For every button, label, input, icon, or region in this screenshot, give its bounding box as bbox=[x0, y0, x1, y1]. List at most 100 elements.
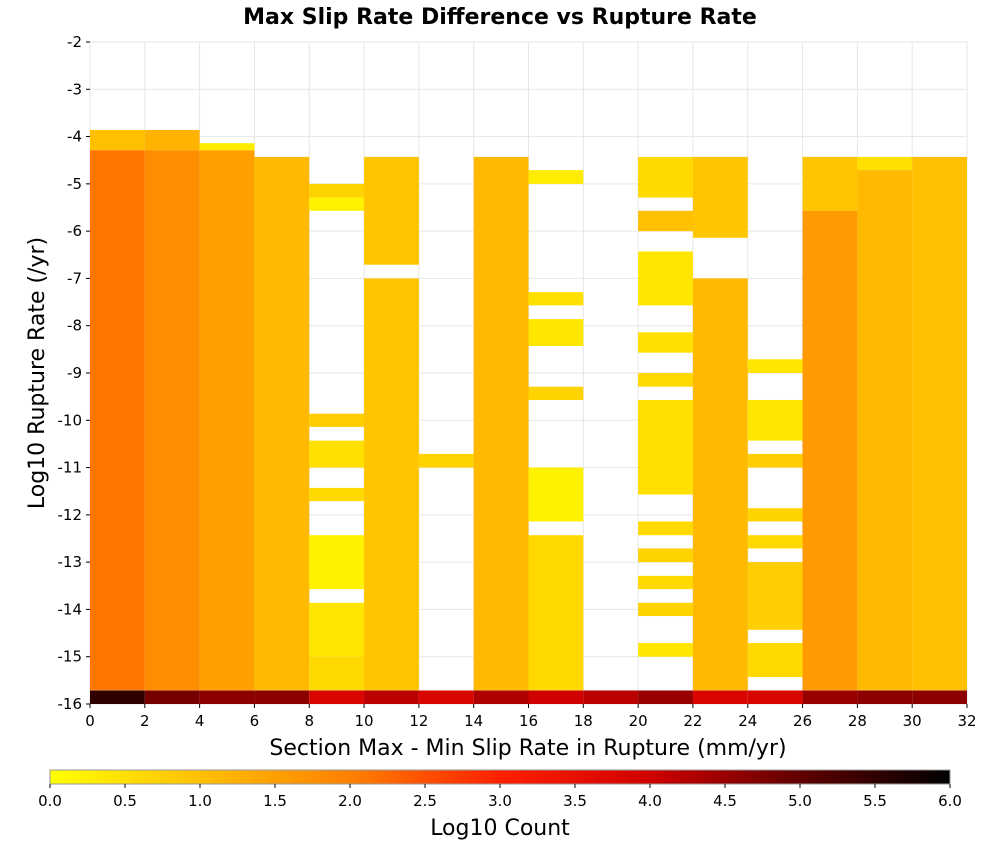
colorbar-tick-label: 2.5 bbox=[413, 792, 437, 810]
heatmap-cell bbox=[309, 602, 365, 657]
colorbar-tick-label: 2.0 bbox=[338, 792, 362, 810]
heatmap-cell bbox=[638, 643, 693, 657]
x-tick-label: 4 bbox=[195, 712, 205, 730]
colorbar-tick-label: 1.5 bbox=[263, 792, 287, 810]
heatmap-cell bbox=[528, 535, 584, 691]
heatmap-cell bbox=[364, 690, 419, 704]
y-tick-label: -8 bbox=[67, 317, 82, 335]
heatmap-cell bbox=[747, 399, 803, 441]
y-tick-label: -6 bbox=[67, 222, 82, 240]
heatmap-cell bbox=[857, 156, 913, 171]
heatmap-cell bbox=[747, 535, 803, 549]
heatmap-cell bbox=[254, 690, 310, 704]
heatmap-cell bbox=[638, 602, 693, 617]
heatmap-cell bbox=[638, 521, 693, 536]
colorbar-tick-label: 3.0 bbox=[488, 792, 512, 810]
heatmap-cell bbox=[309, 440, 365, 468]
heatmap-cell bbox=[802, 210, 858, 691]
colorbar-tick-label: 6.0 bbox=[938, 792, 962, 810]
heatmap-cell bbox=[364, 278, 419, 691]
heatmap-cell bbox=[528, 467, 584, 522]
heatmap-cell bbox=[199, 143, 255, 151]
y-tick-label: -11 bbox=[58, 459, 83, 477]
heatmap-cell bbox=[747, 690, 803, 704]
heatmap-cell bbox=[747, 453, 803, 468]
heatmap-cells bbox=[90, 129, 967, 704]
heatmap-cell bbox=[199, 690, 255, 704]
heatmap-cell bbox=[528, 292, 584, 306]
colorbar-label: Log10 Count bbox=[430, 816, 570, 841]
x-tick-label: 14 bbox=[464, 712, 483, 730]
heatmap-cell bbox=[692, 278, 748, 691]
colorbar-tick-labels: 0.0 0.5 1.0 1.5 2.0 2.5 3.0 3.5 4.0 4.5 5.0 5.5 6.0 bbox=[38, 784, 962, 810]
heatmap-cell bbox=[528, 319, 584, 347]
heatmap-cell bbox=[144, 129, 200, 151]
x-tick-label: 2 bbox=[140, 712, 150, 730]
heatmap-cell bbox=[90, 690, 145, 704]
colorbar-tick-label: 5.5 bbox=[863, 792, 887, 810]
x-tick-label: 0 bbox=[85, 712, 95, 730]
heatmap-cell bbox=[747, 508, 803, 522]
heatmap-cell bbox=[638, 156, 693, 198]
y-tick-label: -14 bbox=[58, 600, 83, 618]
y-tick-label: -2 bbox=[67, 33, 82, 51]
y-tick-label: -10 bbox=[58, 411, 83, 429]
heatmap-cell bbox=[309, 690, 365, 704]
heatmap-cell bbox=[638, 575, 693, 590]
colorbar-tick-label: 1.0 bbox=[188, 792, 212, 810]
heatmap-cell bbox=[638, 210, 693, 232]
y-tick-label: -4 bbox=[67, 128, 82, 146]
y-tick-label: -12 bbox=[58, 506, 83, 524]
colorbar bbox=[49, 769, 951, 785]
y-tick-label: -16 bbox=[58, 695, 83, 713]
x-tick-label: 10 bbox=[355, 712, 374, 730]
x-tick-label: 18 bbox=[574, 712, 593, 730]
y-tick-label: -15 bbox=[58, 648, 83, 666]
heatmap-cell bbox=[309, 487, 365, 502]
y-tick-label: -7 bbox=[67, 269, 82, 287]
heatmap-cell bbox=[692, 156, 748, 238]
x-tick-label: 32 bbox=[957, 712, 976, 730]
x-tick-label: 6 bbox=[250, 712, 260, 730]
heatmap-cell bbox=[638, 548, 693, 563]
y-tick-label: -13 bbox=[58, 553, 83, 571]
heatmap-cell bbox=[583, 690, 639, 704]
x-tick-label: 22 bbox=[683, 712, 702, 730]
x-tick-label: 28 bbox=[848, 712, 867, 730]
heatmap-cell bbox=[638, 332, 693, 353]
heatmap-cell bbox=[528, 386, 584, 400]
x-tick-label: 26 bbox=[793, 712, 812, 730]
y-axis-label: Log10 Rupture Rate (/yr) bbox=[25, 237, 50, 509]
heatmap-cell bbox=[309, 535, 365, 590]
y-tick-label: -3 bbox=[67, 80, 82, 98]
heatmap-cell bbox=[144, 150, 200, 691]
heatmap-cell bbox=[309, 413, 365, 427]
heatmap-cell bbox=[418, 690, 474, 704]
heatmap-cell bbox=[638, 373, 693, 387]
heatmap-cell bbox=[528, 690, 584, 704]
colorbar-tick-label: 0.5 bbox=[113, 792, 137, 810]
chart-title: Max Slip Rate Difference vs Rupture Rate bbox=[243, 5, 757, 30]
x-tick-label: 24 bbox=[738, 712, 757, 730]
colorbar-tick-label: 3.5 bbox=[563, 792, 587, 810]
colorbar-tick-label: 5.0 bbox=[788, 792, 812, 810]
heatmap-cell bbox=[747, 359, 803, 373]
x-tick-labels: 0 2 4 6 8 10 12 14 16 18 20 22 24 26 28 30 32 bbox=[85, 704, 977, 730]
heatmap-cell bbox=[364, 156, 419, 265]
heatmap-cell bbox=[309, 183, 365, 198]
heatmap-cell bbox=[199, 150, 255, 691]
heatmap-cell bbox=[692, 690, 748, 704]
heatmap-cell bbox=[638, 690, 693, 704]
heatmap-cell bbox=[90, 150, 145, 691]
heatmap-cell bbox=[857, 690, 913, 704]
heatmap-cell bbox=[802, 156, 858, 211]
colorbar-tick-label: 0.0 bbox=[38, 792, 62, 810]
heatmap-cell bbox=[309, 197, 365, 211]
heatmap-cell bbox=[473, 690, 529, 704]
colorbar-tick-label: 4.5 bbox=[713, 792, 737, 810]
heatmap-cell bbox=[90, 129, 145, 151]
x-tick-label: 16 bbox=[519, 712, 538, 730]
heatmap-cell bbox=[747, 643, 803, 678]
y-tick-label: -9 bbox=[67, 364, 82, 382]
